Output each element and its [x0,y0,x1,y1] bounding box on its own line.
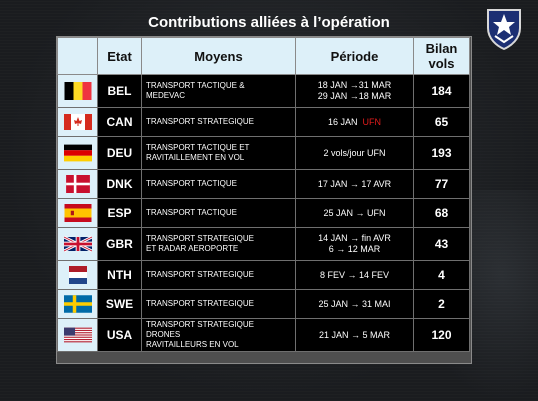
flag-sweden-icon [57,289,98,319]
means-cell: TRANSPORT TACTIQUE [141,198,296,228]
flag-denmark-icon [57,169,98,199]
period-cell: 18 JAN →31 MAR 29 JAN →18 MAR [295,74,414,108]
flights-count: 68 [413,198,470,228]
flights-count: 43 [413,227,470,261]
header-periode: Période [295,37,414,75]
table-row: USA TRANSPORT STRATEGIQUE DRONES RAVITAI… [57,318,470,352]
country-code: CAN [97,107,142,137]
table-row: DNK TRANSPORT TACTIQUE 17 JAN → 17 AVR 7… [57,169,470,199]
flights-count: 4 [413,260,470,290]
country-code: ESP [97,198,142,228]
period-cell: 17 JAN → 17 AVR [295,169,414,199]
flights-count: 65 [413,107,470,137]
flag-germany-icon [57,136,98,170]
flights-count: 77 [413,169,470,199]
table-row: NTH TRANSPORT STRATEGIQUE 8 FEV → 14 FEV… [57,260,470,290]
period-start: 16 JAN [327,116,358,127]
country-code: USA [97,318,142,352]
military-shield-crest-icon [484,6,524,50]
country-code: DEU [97,136,142,170]
header-bilan: Bilan vols [413,37,470,75]
means-cell: TRANSPORT TACTIQUE & MEDEVAC [141,74,296,108]
flag-belgium-icon [57,74,98,108]
period-cell: 21 JAN → 5 MAR [295,318,414,352]
period-cell: 14 JAN → fin AVR 6 → 12 MAR [295,227,414,261]
flights-count: 193 [413,136,470,170]
means-cell: TRANSPORT STRATEGIQUE ET RADAR AEROPORTE [141,227,296,261]
means-cell: TRANSPORT STRATEGIQUE [141,107,296,137]
flag-spain-icon [57,198,98,228]
table-row: SWE TRANSPORT STRATEGIQUE 25 JAN → 31 MA… [57,289,470,319]
flights-count: 184 [413,74,470,108]
country-code: SWE [97,289,142,319]
country-code: NTH [97,260,142,290]
period-ufn: UFN [362,116,382,127]
flag-canada-icon [57,107,98,137]
country-code: DNK [97,169,142,199]
table-row: ESP TRANSPORT TACTIQUE 25 JAN → UFN 68 [57,198,470,228]
flag-usa-icon [57,318,98,352]
period-cell: 16 JAN UFN [295,107,414,137]
period-cell: 25 JAN → UFN [295,198,414,228]
table-header-row: Etat Moyens Période Bilan vols [57,37,470,75]
flag-united-kingdom-icon [57,227,98,261]
slide-title: Contributions alliées à l’opération [148,14,390,31]
header-flag [57,37,98,75]
table-row: DEU TRANSPORT TACTIQUE ET RAVITAILLEMENT… [57,136,470,170]
header-etat: Etat [97,37,142,75]
contributions-table: Etat Moyens Période Bilan vols BEL TRANS… [57,37,470,352]
means-cell: TRANSPORT TACTIQUE [141,169,296,199]
period-cell: 25 JAN → 31 MAI [295,289,414,319]
flights-count: 120 [413,318,470,352]
header-moyens: Moyens [141,37,296,75]
country-code: GBR [97,227,142,261]
means-cell: TRANSPORT TACTIQUE ET RAVITAILLEMENT EN … [141,136,296,170]
flights-count: 2 [413,289,470,319]
country-code: BEL [97,74,142,108]
means-cell: TRANSPORT STRATEGIQUE DRONES RAVITAILLEU… [141,318,296,352]
period-cell: 8 FEV → 14 FEV [295,260,414,290]
means-cell: TRANSPORT STRATEGIQUE [141,260,296,290]
table-row: CAN TRANSPORT STRATEGIQUE 16 JAN UFN 65 [57,107,470,137]
table-row: GBR TRANSPORT STRATEGIQUE ET RADAR AEROP… [57,227,470,261]
means-cell: TRANSPORT STRATEGIQUE [141,289,296,319]
period-cell: 2 vols/jour UFN [295,136,414,170]
flag-netherlands-icon [57,260,98,290]
table-row: BEL TRANSPORT TACTIQUE & MEDEVAC 18 JAN … [57,74,470,108]
